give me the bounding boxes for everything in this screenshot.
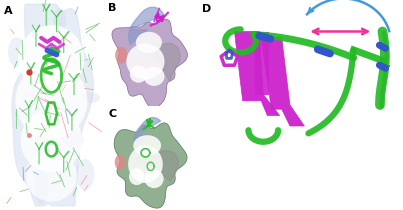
Ellipse shape bbox=[128, 146, 163, 183]
Ellipse shape bbox=[14, 109, 42, 119]
Text: D: D bbox=[202, 4, 211, 14]
Ellipse shape bbox=[53, 8, 66, 32]
Ellipse shape bbox=[81, 92, 100, 103]
Polygon shape bbox=[112, 19, 187, 108]
Polygon shape bbox=[141, 43, 180, 81]
Polygon shape bbox=[114, 123, 187, 208]
Polygon shape bbox=[235, 32, 280, 116]
Polygon shape bbox=[137, 151, 179, 182]
Ellipse shape bbox=[136, 32, 162, 53]
Ellipse shape bbox=[37, 123, 58, 142]
Ellipse shape bbox=[129, 168, 145, 185]
Ellipse shape bbox=[35, 169, 49, 205]
Ellipse shape bbox=[130, 66, 147, 83]
Polygon shape bbox=[134, 118, 160, 144]
Polygon shape bbox=[12, 4, 93, 206]
Ellipse shape bbox=[26, 151, 77, 202]
Ellipse shape bbox=[144, 67, 164, 86]
Text: B: B bbox=[108, 3, 116, 13]
Ellipse shape bbox=[59, 100, 71, 122]
Ellipse shape bbox=[33, 93, 49, 126]
Ellipse shape bbox=[19, 25, 84, 92]
Text: C: C bbox=[108, 109, 116, 119]
Polygon shape bbox=[129, 7, 164, 45]
Ellipse shape bbox=[127, 43, 164, 80]
Ellipse shape bbox=[115, 47, 127, 64]
Ellipse shape bbox=[75, 159, 95, 190]
Ellipse shape bbox=[21, 109, 82, 172]
Polygon shape bbox=[255, 32, 270, 94]
Ellipse shape bbox=[145, 169, 164, 188]
Ellipse shape bbox=[21, 89, 44, 121]
Ellipse shape bbox=[8, 37, 25, 67]
Polygon shape bbox=[261, 38, 304, 126]
Ellipse shape bbox=[115, 154, 126, 170]
Ellipse shape bbox=[15, 63, 87, 139]
Ellipse shape bbox=[133, 135, 161, 156]
Ellipse shape bbox=[39, 46, 56, 81]
Ellipse shape bbox=[64, 132, 83, 148]
Text: A: A bbox=[4, 6, 13, 16]
